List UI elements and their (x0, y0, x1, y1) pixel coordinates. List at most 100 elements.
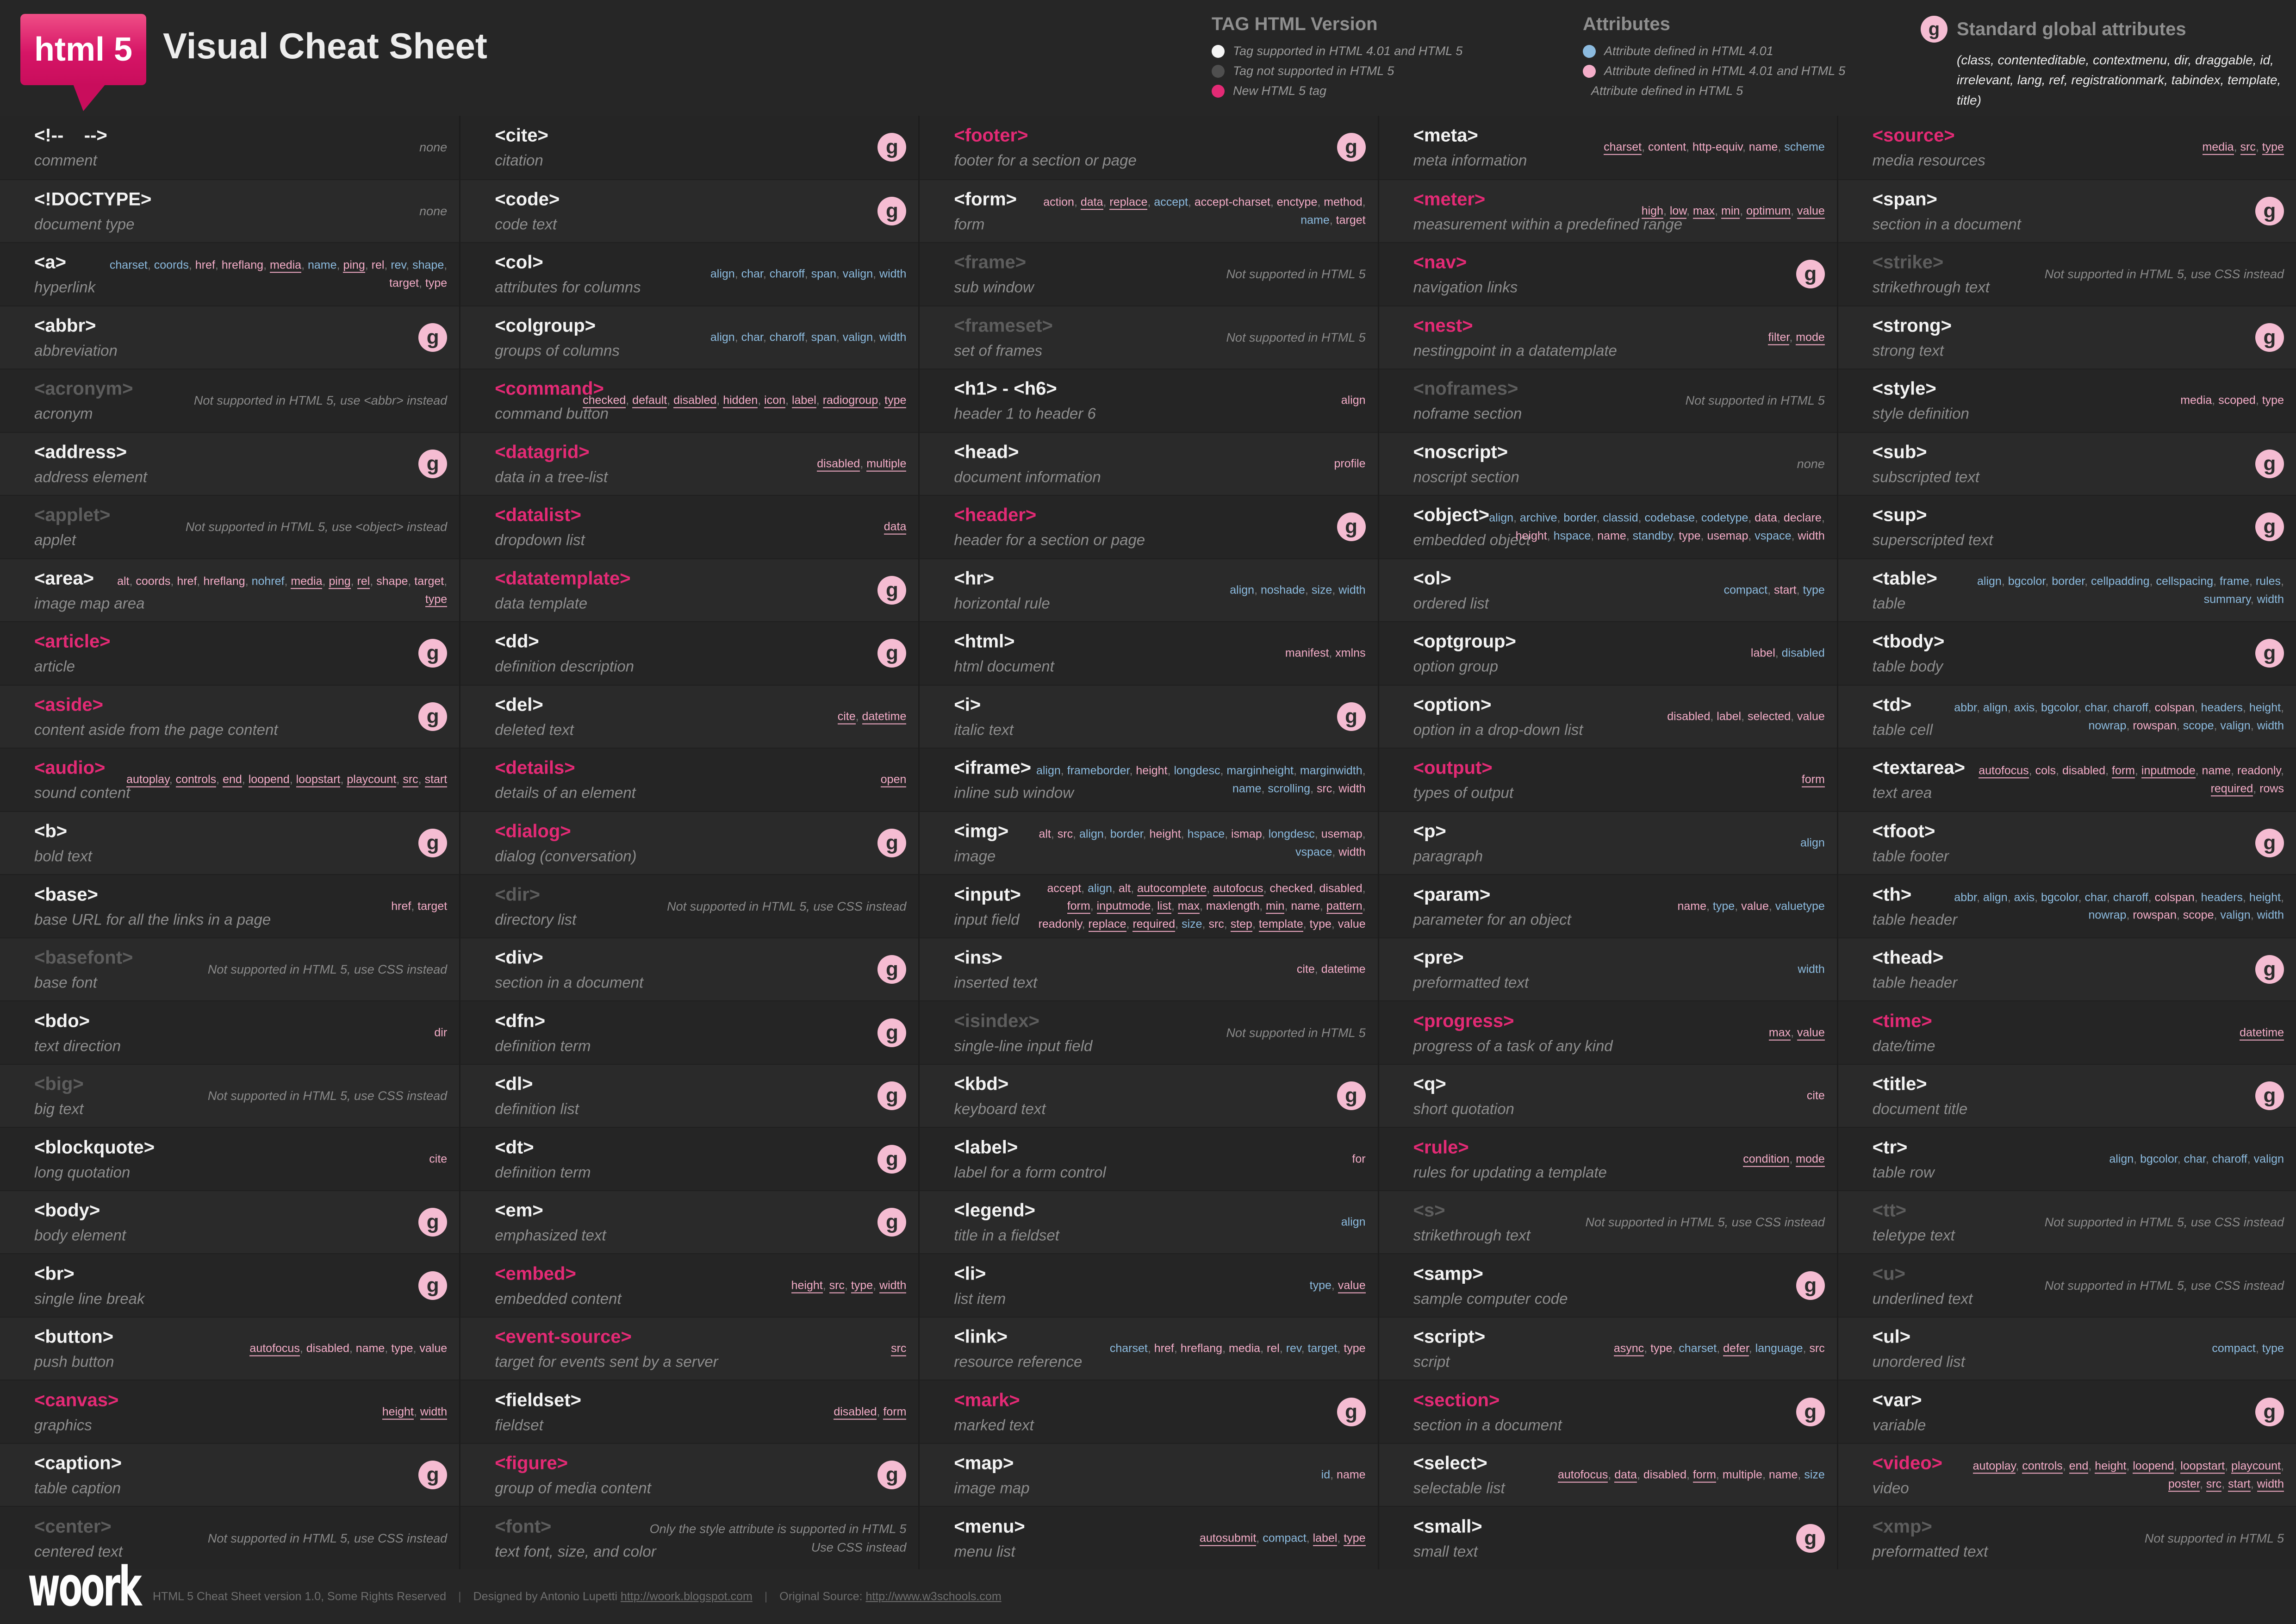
tag-description: strikethrough text (1413, 1226, 1531, 1244)
attribute-size: size (1311, 583, 1332, 597)
row-right: cite, datetime (1297, 961, 1366, 979)
tag-name: <iframe> (954, 757, 1032, 778)
row-right: Not supported in HTML 5, use CSS instead (667, 897, 906, 916)
row-datalist: <datalist> dropdown list data (460, 495, 919, 558)
attribute-align: align (1341, 394, 1366, 407)
attribute-scope: scope (2183, 718, 2214, 732)
tag-description: single line break (34, 1290, 145, 1307)
attribute-selected: selected (1748, 710, 1791, 723)
row-img: <img> image alt, src, align, border, heigh… (920, 811, 1378, 874)
support-note: Not supported in HTML 5 (1685, 394, 1825, 408)
row-h1-h6: <h1> - <h6> header 1 to header 6 align (920, 369, 1378, 432)
attribute-media: media (1229, 1342, 1261, 1355)
attribute-list: align, char, charoff, span, valign, widt… (710, 331, 907, 344)
tag-description: short quotation (1413, 1100, 1514, 1118)
attribute-pattern: pattern (1326, 899, 1363, 914)
row-right: abbr, align, axis, bgcolor, char, charof… (1936, 699, 2284, 735)
attribute-list: for (1352, 1150, 1365, 1168)
tag-name: <datatemplate> (495, 568, 631, 589)
support-note: Not supported in HTML 5, use <object> in… (185, 520, 448, 534)
row-right: filter, mode (1768, 328, 1825, 346)
tag-description: sample computer code (1413, 1290, 1568, 1307)
attribute-mode: mode (1796, 1152, 1825, 1167)
row-right: id, name (1321, 1466, 1366, 1484)
tag-block: <head> document information (954, 442, 1101, 486)
attribute-type: type (2262, 140, 2284, 155)
tag-name: <pre> (1413, 947, 1464, 968)
row-strong: <strong> strong text g (1838, 305, 2296, 369)
attribute-height: height (1136, 764, 1168, 777)
column-5: <source> media resources media, src, type <… (1836, 116, 2296, 1569)
tag-block: <strong> strong text (1873, 315, 1952, 359)
tag-description: inserted text (954, 974, 1038, 991)
row-html: <html> html document manifest, xmlns (920, 621, 1378, 685)
tag-name: <colgroup> (495, 315, 596, 336)
woork-blog-link[interactable]: http://woork.blogspot.com (620, 1590, 753, 1603)
row-table: <table> table align, bgcolor, border, cell… (1838, 558, 2296, 622)
tag-description: superscripted text (1872, 531, 1993, 549)
tag-description: types of output (1413, 784, 1514, 801)
attribute-width: width (879, 267, 907, 281)
attribute-loopstart: loopstart (2180, 1459, 2225, 1474)
global-attributes-badge: g (418, 1208, 448, 1237)
attribute-manifest: manifest (1285, 647, 1329, 660)
tag-block: <h1> - <h6> header 1 to header 6 (954, 379, 1095, 423)
tag-description: directory list (495, 911, 577, 928)
tag-block: <tfoot> table footer (1873, 821, 1949, 865)
global-attributes-badge: g (1337, 1081, 1366, 1111)
tag-block: <script> script (1413, 1327, 1486, 1371)
attribute-list: align (1341, 1213, 1366, 1231)
attribute-scope: scope (2183, 908, 2214, 922)
tag-description: groups of columns (495, 342, 620, 359)
tag-name: <td> (1872, 694, 1912, 715)
row-abbr: <abbr> abbreviation g (0, 305, 460, 369)
row-nav: <nav> navigation links g (1379, 242, 1837, 306)
w3schools-link[interactable]: http://www.w3schools.com (865, 1590, 1002, 1603)
legend-item-label: Attribute defined in HTML 5 (1591, 84, 1743, 98)
tag-description: noframe section (1413, 405, 1522, 422)
tag-description: noscript section (1413, 468, 1519, 486)
tag-description: group of media content (495, 1479, 651, 1497)
global-attributes-badge: g (877, 1461, 907, 1490)
attribute-rev: rev (391, 258, 406, 272)
attribute-classid: classid (1603, 511, 1638, 525)
attribute-align: align (1230, 583, 1255, 597)
legend-item-label: Tag not supported in HTML 5 (1233, 64, 1394, 78)
row-right: action, data, replace, accept, accept-ch… (1018, 193, 1366, 229)
tag-name: <i> (954, 694, 981, 715)
footer-separator: | (458, 1590, 461, 1603)
attribute-type: type (884, 394, 907, 408)
tag-description: push button (34, 1353, 114, 1370)
tag-name: <body> (34, 1200, 100, 1221)
support-note: Not supported in HTML 5, use CSS instead (667, 899, 907, 913)
tag-block: <output> types of output (1413, 758, 1513, 802)
tag-description: horizontal rule (954, 594, 1050, 612)
global-attributes-badge: g (877, 575, 907, 605)
attribute-list: datetime (2240, 1024, 2284, 1042)
tag-description: menu list (954, 1543, 1015, 1560)
attribute-open: open (880, 773, 907, 788)
row-right: align, char, charoff, span, valign, widt… (710, 328, 907, 346)
row-cite: <cite> citation g (460, 116, 919, 179)
row-right: Not supported in HTML 5, use CSS instead (2045, 265, 2284, 284)
global-attributes-badge: g (877, 196, 907, 225)
tag-description: variable (1872, 1416, 1926, 1434)
attribute-list: high, low, max, min, optimum, value (1641, 202, 1825, 220)
attribute-list: autoplay, controls, end, loopend, loopst… (126, 771, 448, 789)
row-div: <div> section in a document g (460, 937, 919, 1001)
row-strike: <strike> strikethrough text Not supported … (1838, 242, 2296, 306)
attribute-poster: poster (2168, 1477, 2200, 1492)
tag-block: <meta> meta information (1413, 125, 1527, 169)
tag-name: <address> (34, 442, 127, 462)
attribute-filter: filter (1768, 331, 1790, 345)
row-param: <param> parameter for an object name, type… (1379, 874, 1837, 937)
row-s: <s> strikethrough text Not supported in HT… (1379, 1190, 1837, 1254)
tag-name: <div> (495, 947, 543, 968)
tag-description: video (1872, 1479, 1909, 1497)
global-attributes-badge: g (2255, 196, 2284, 225)
attribute-src: src (2206, 1477, 2222, 1492)
attribute-list: label, disabled (1750, 647, 1825, 660)
row-right: form (1801, 771, 1825, 789)
tag-name: <ul> (1872, 1326, 1911, 1347)
